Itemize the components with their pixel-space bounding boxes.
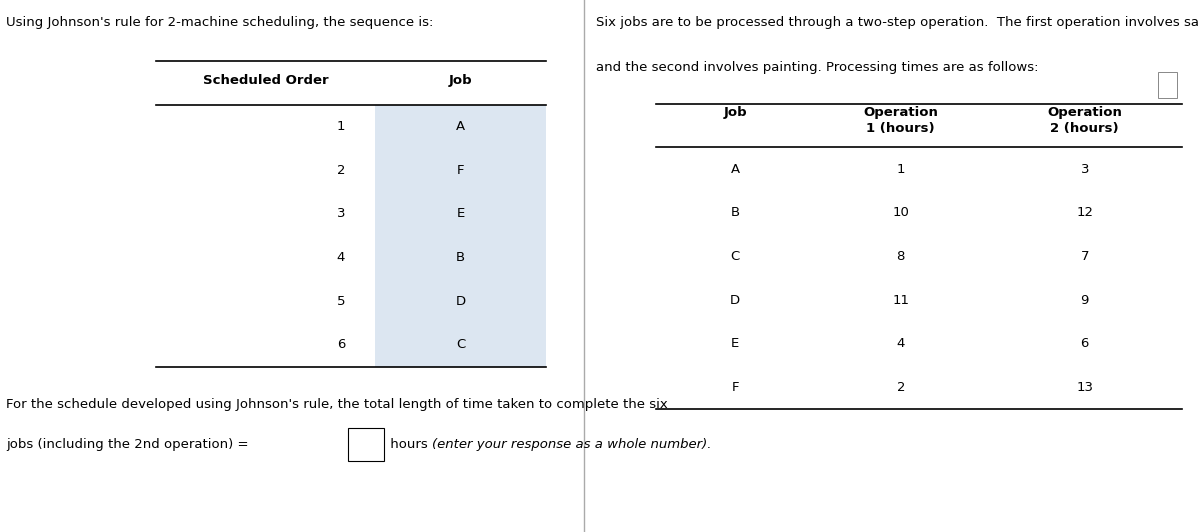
Text: 1: 1	[896, 163, 905, 176]
Text: Operation
1 (hours): Operation 1 (hours)	[863, 106, 938, 136]
Text: 3: 3	[1080, 163, 1090, 176]
Text: B: B	[731, 206, 740, 219]
FancyBboxPatch shape	[374, 279, 546, 323]
Text: and the second involves painting. Processing times are as follows:: and the second involves painting. Proces…	[596, 61, 1039, 74]
Text: 11: 11	[893, 294, 910, 306]
Text: 6: 6	[337, 338, 346, 351]
Text: Six jobs are to be processed through a two-step operation.  The first operation : Six jobs are to be processed through a t…	[596, 16, 1200, 29]
Text: Job: Job	[449, 74, 473, 87]
Text: B: B	[456, 251, 466, 264]
Text: 5: 5	[336, 295, 346, 307]
FancyBboxPatch shape	[348, 428, 384, 461]
FancyBboxPatch shape	[374, 148, 546, 192]
Text: E: E	[456, 207, 464, 220]
Text: 9: 9	[1080, 294, 1088, 306]
Text: (enter your response as a whole number).: (enter your response as a whole number).	[432, 438, 712, 451]
FancyBboxPatch shape	[374, 192, 546, 236]
Text: A: A	[731, 163, 740, 176]
Text: 10: 10	[893, 206, 910, 219]
Text: 12: 12	[1076, 206, 1093, 219]
Text: 4: 4	[896, 337, 905, 350]
Text: 1: 1	[336, 120, 346, 133]
Text: Job: Job	[724, 106, 748, 119]
Text: Scheduled Order: Scheduled Order	[203, 74, 329, 87]
FancyBboxPatch shape	[374, 323, 546, 367]
Text: For the schedule developed using Johnson's rule, the total length of time taken : For the schedule developed using Johnson…	[6, 398, 667, 411]
Text: F: F	[732, 381, 739, 394]
Text: 8: 8	[896, 250, 905, 263]
Text: 6: 6	[1080, 337, 1088, 350]
Text: C: C	[731, 250, 740, 263]
FancyBboxPatch shape	[1158, 72, 1177, 98]
Text: jobs (including the 2nd operation) =: jobs (including the 2nd operation) =	[6, 438, 253, 451]
Text: 7: 7	[1080, 250, 1090, 263]
FancyBboxPatch shape	[374, 105, 546, 148]
Text: D: D	[730, 294, 740, 306]
Text: 3: 3	[336, 207, 346, 220]
Text: D: D	[456, 295, 466, 307]
Text: C: C	[456, 338, 466, 351]
Text: 2: 2	[336, 164, 346, 177]
FancyBboxPatch shape	[374, 236, 546, 279]
Text: Operation
2 (hours): Operation 2 (hours)	[1048, 106, 1122, 136]
Text: 4: 4	[337, 251, 346, 264]
Text: Using Johnson's rule for 2-machine scheduling, the sequence is:: Using Johnson's rule for 2-machine sched…	[6, 16, 433, 29]
Text: A: A	[456, 120, 466, 133]
Text: hours: hours	[386, 438, 432, 451]
Text: F: F	[457, 164, 464, 177]
Text: 13: 13	[1076, 381, 1093, 394]
Text: 2: 2	[896, 381, 905, 394]
Text: E: E	[731, 337, 739, 350]
